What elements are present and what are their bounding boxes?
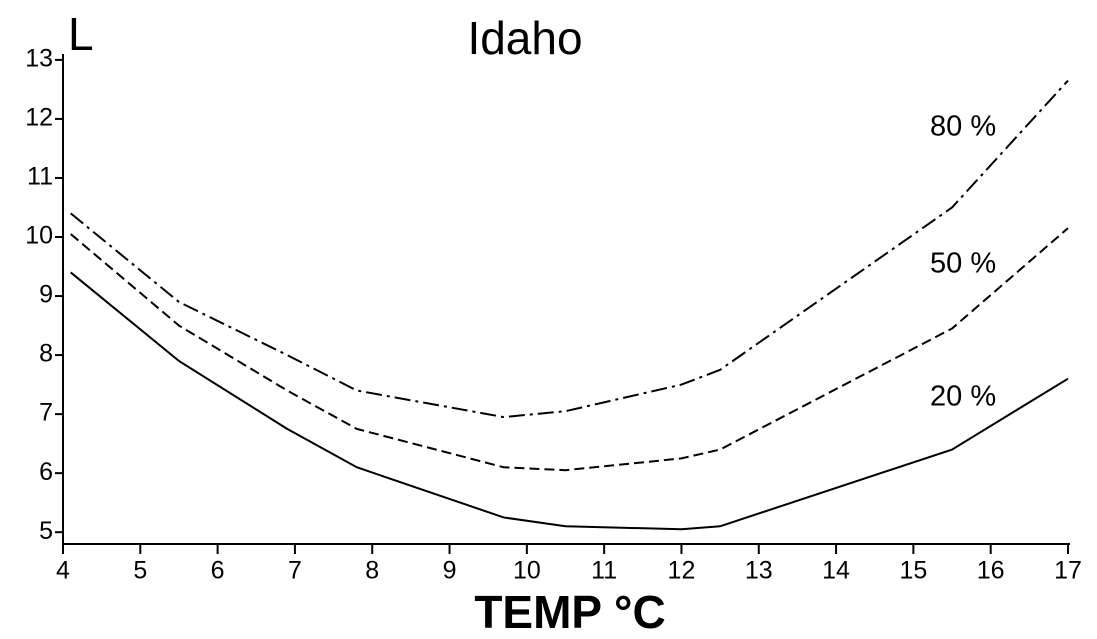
y-tick-label: 11 <box>27 163 53 191</box>
x-tick-label: 17 <box>1054 557 1082 585</box>
x-tick-label: 10 <box>513 557 541 585</box>
y-tick-label: 5 <box>39 517 53 545</box>
y-tick-label: 12 <box>25 104 53 132</box>
x-tick-label: 4 <box>56 557 70 585</box>
x-tick-label: 14 <box>822 557 850 585</box>
series-label: 80 % <box>930 111 996 143</box>
x-tick-label: 15 <box>899 557 927 585</box>
x-tick-label: 13 <box>745 557 773 585</box>
y-tick-label: 10 <box>25 222 53 250</box>
x-tick-label: 7 <box>288 557 302 585</box>
series-line <box>70 227 1069 472</box>
x-tick-label: 12 <box>668 557 696 585</box>
series-label: 20 % <box>930 381 996 413</box>
chart-title: Idaho <box>467 12 582 64</box>
y-tick-label: 13 <box>25 45 53 73</box>
x-tick-label: 16 <box>977 557 1005 585</box>
x-tick-label: 8 <box>365 557 379 585</box>
x-tick-label: 9 <box>443 557 457 585</box>
y-tick-label: 9 <box>39 281 53 309</box>
x-axis-label: TEMP °C <box>474 586 665 638</box>
series-label: 50 % <box>930 248 996 280</box>
x-tick-label: 11 <box>591 557 617 585</box>
y-axis-label: L <box>68 8 94 60</box>
y-tick-label: 6 <box>39 458 53 486</box>
y-tick-label: 8 <box>39 340 53 368</box>
series-line <box>70 79 1069 419</box>
x-tick-label: 6 <box>211 557 225 585</box>
x-tick-label: 5 <box>133 557 147 585</box>
series-line <box>70 271 1069 531</box>
y-tick-label: 7 <box>39 399 53 427</box>
